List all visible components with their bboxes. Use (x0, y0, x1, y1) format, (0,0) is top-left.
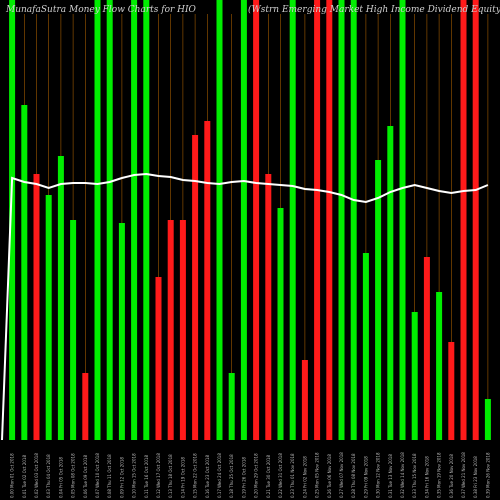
x-tick-label: 0.14 Fri 19 Oct 2018 (180, 457, 185, 498)
bar (106, 0, 113, 440)
bar (472, 0, 479, 440)
bar (265, 174, 272, 440)
x-tick-label: 0.19 Fri 26 Oct 2018 (241, 457, 246, 498)
bar (399, 0, 406, 440)
bar (375, 160, 382, 440)
x-tick-label: 0.17 Wed 24 Oct 2018 (217, 453, 222, 498)
x-tick-label: 0.04 Fri 05 Oct 2018 (58, 457, 63, 498)
bar (314, 0, 321, 440)
x-tick-label: 0.08 Thu 11 Oct 2018 (107, 454, 112, 498)
x-tick-label: 0.36 Tue 20 Nov 2018 (449, 454, 454, 498)
x-tick-label: 0.07 Wed 10 Oct 2018 (95, 453, 100, 498)
x-tick-label: 0.00 Mon 01 Oct 2018 (10, 453, 15, 498)
bar (118, 223, 125, 440)
x-tick-label: 0.23 Thu 01 Nov 2018 (290, 453, 295, 498)
x-tick-label: 0.37 Wed 21 Nov 2018 (461, 452, 466, 498)
x-tick-label: 0.12 Wed 17 Oct 2018 (156, 453, 161, 498)
bar (192, 135, 199, 440)
bar (484, 399, 491, 440)
x-tick-label: 0.31 Tue 13 Nov 2018 (388, 454, 393, 498)
x-tick-label: 0.02 Wed 03 Oct 2018 (34, 453, 39, 498)
x-tick-label: 0.10 Mon 15 Oct 2018 (132, 453, 137, 498)
bar (57, 156, 64, 440)
chart-title-right: (Wstrn Emerging Market High Income Divid… (248, 4, 500, 15)
bar (21, 105, 28, 440)
x-tick-label: 0.21 Tue 30 Oct 2018 (266, 455, 271, 498)
x-tick-label: 0.39 Mon 26 Nov 2018 (485, 452, 490, 498)
bar (277, 208, 284, 440)
x-tick-label: 0.26 Tue 06 Nov 2018 (327, 454, 332, 498)
x-tick-label: 0.09 Fri 12 Oct 2018 (119, 457, 124, 498)
bar (448, 342, 455, 440)
x-tick-label: 0.20 Mon 29 Oct 2018 (254, 453, 259, 498)
bar (301, 360, 308, 440)
bar (179, 220, 186, 440)
bar-series (9, 0, 491, 440)
bar (33, 174, 40, 440)
x-tick-label: 0.06 Tue 09 Oct 2018 (83, 455, 88, 498)
x-tick-label: 0.01 Tue 02 Oct 2018 (22, 455, 27, 498)
bar (143, 0, 150, 440)
x-tick-label: 0.35 Mon 19 Nov 2018 (437, 452, 442, 498)
x-tick-labels: 0.00 Mon 01 Oct 2018 0.01 Tue 02 Oct 2018… (10, 452, 491, 498)
bar (155, 277, 162, 440)
x-tick-label: 0.25 Mon 05 Nov 2018 (315, 452, 320, 498)
x-tick-label: 0.27 Wed 07 Nov 2018 (339, 452, 344, 498)
bar (423, 257, 430, 440)
bar (387, 126, 394, 440)
bar (240, 0, 247, 440)
x-tick-label: 0.24 Fri 02 Nov 2018 (302, 456, 307, 498)
bar (338, 0, 345, 440)
x-tick-label: 0.32 Wed 14 Nov 2018 (400, 452, 405, 498)
x-tick-label: 0.33 Thu 15 Nov 2018 (412, 453, 417, 498)
bar (436, 292, 443, 440)
bar (82, 373, 89, 440)
bar (70, 220, 77, 440)
bar (204, 121, 211, 440)
x-tick-label: 0.13 Thu 18 Oct 2018 (168, 454, 173, 498)
x-tick-label: 0.03 Thu 04 Oct 2018 (46, 454, 51, 498)
bar (289, 0, 296, 440)
x-tick-label: 0.18 Thu 25 Oct 2018 (229, 454, 234, 498)
chart-title-left: MunafaSutra Money Flow Charts for HIO (5, 5, 197, 15)
x-tick-label: 0.38 Fri 23 Nov 2018 (473, 456, 478, 498)
bar (45, 195, 52, 440)
x-tick-label: 0.15 Mon 22 Oct 2018 (193, 453, 198, 498)
bar (362, 253, 369, 440)
bar (216, 0, 223, 440)
bar (411, 312, 418, 440)
bar (228, 373, 235, 440)
money-flow-line (1, 172, 489, 441)
x-tick-label: 0.30 Mon 12 Nov 2018 (376, 452, 381, 498)
bar (350, 0, 357, 440)
x-tick-label: 0.22 Wed 31 Oct 2018 (278, 453, 283, 498)
x-tick-label: 0.05 Mon 08 Oct 2018 (71, 453, 76, 498)
x-tick-label: 0.11 Tue 16 Oct 2018 (144, 455, 149, 498)
bar (94, 0, 101, 440)
bar (253, 0, 260, 440)
bar (326, 0, 333, 440)
bar (460, 0, 467, 440)
x-tick-label: 0.29 Fri 09 Nov 2018 (363, 456, 368, 498)
x-tick-label: 0.34 Fri 16 Nov 2018 (424, 456, 429, 498)
x-tick-label: 0.16 Tue 23 Oct 2018 (205, 455, 210, 498)
bar (131, 0, 138, 440)
bar (9, 0, 16, 440)
x-tick-label: 0.28 Thu 08 Nov 2018 (351, 453, 356, 498)
bar (167, 220, 174, 440)
